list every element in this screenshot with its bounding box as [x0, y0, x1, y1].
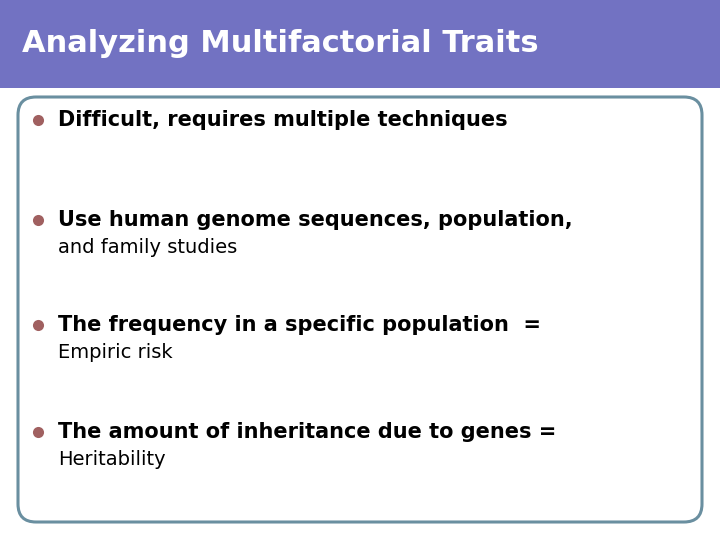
Text: and family studies: and family studies: [58, 238, 238, 257]
FancyBboxPatch shape: [18, 97, 702, 522]
Text: Heritability: Heritability: [58, 450, 166, 469]
Text: Empiric risk: Empiric risk: [58, 343, 173, 362]
Text: Use human genome sequences, population,: Use human genome sequences, population,: [58, 210, 572, 230]
Text: The frequency in a specific population  =: The frequency in a specific population =: [58, 315, 541, 335]
Text: Analyzing Multifactorial Traits: Analyzing Multifactorial Traits: [22, 30, 539, 58]
Text: Difficult, requires multiple techniques: Difficult, requires multiple techniques: [58, 110, 508, 130]
FancyBboxPatch shape: [0, 0, 720, 88]
Text: The amount of inheritance due to genes =: The amount of inheritance due to genes =: [58, 422, 557, 442]
